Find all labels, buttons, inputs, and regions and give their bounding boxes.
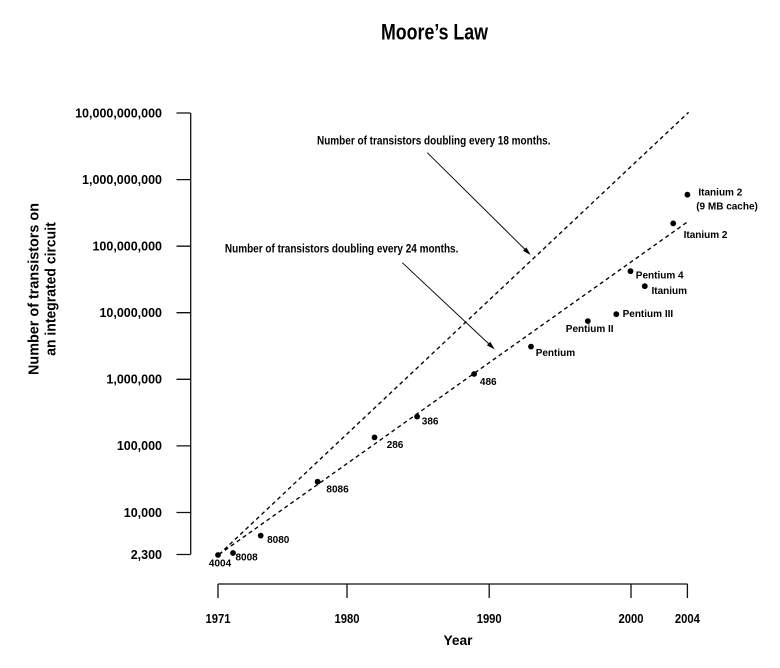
svg-text:Moore’s Law: Moore’s Law [381, 20, 489, 45]
svg-text:Pentium 4: Pentium 4 [636, 271, 684, 282]
svg-text:1990: 1990 [477, 612, 502, 626]
svg-text:10,000,000: 10,000,000 [99, 306, 162, 320]
svg-text:2004: 2004 [675, 612, 700, 626]
svg-text:Pentium III: Pentium III [623, 309, 674, 320]
svg-text:Pentium: Pentium [536, 348, 576, 359]
svg-text:(9 MB cache): (9 MB cache) [696, 202, 758, 213]
svg-text:486: 486 [480, 377, 497, 388]
svg-text:100,000,000: 100,000,000 [92, 240, 162, 254]
svg-text:1980: 1980 [335, 612, 360, 626]
svg-text:100,000: 100,000 [117, 439, 162, 453]
svg-text:1,000,000,000: 1,000,000,000 [82, 173, 162, 187]
svg-text:10,000,000,000: 10,000,000,000 [75, 106, 162, 120]
svg-text:Itanium 2: Itanium 2 [684, 230, 728, 241]
svg-text:an integrated circuit: an integrated circuit [44, 222, 60, 356]
svg-text:Itanium: Itanium [652, 286, 688, 297]
svg-text:8086: 8086 [326, 484, 349, 495]
svg-text:2000: 2000 [619, 612, 644, 626]
svg-text:286: 286 [387, 440, 404, 451]
svg-text:1971: 1971 [206, 612, 231, 626]
svg-text:Year: Year [444, 632, 474, 648]
svg-text:8008: 8008 [236, 553, 259, 564]
svg-text:1,000,000: 1,000,000 [106, 373, 162, 387]
svg-text:2,300: 2,300 [131, 548, 162, 562]
svg-text:Itanium 2: Itanium 2 [698, 187, 742, 198]
svg-text:Number of transistors doubling: Number of transistors doubling every 18 … [317, 136, 551, 148]
svg-text:8080: 8080 [267, 535, 290, 546]
svg-text:386: 386 [422, 417, 439, 428]
svg-text:Number of transistors on: Number of transistors on [27, 203, 43, 375]
svg-text:10,000: 10,000 [124, 506, 162, 520]
svg-text:Pentium II: Pentium II [566, 324, 614, 335]
svg-text:Number of transistors doubling: Number of transistors doubling every 24 … [225, 244, 459, 256]
svg-text:4004: 4004 [209, 559, 232, 570]
